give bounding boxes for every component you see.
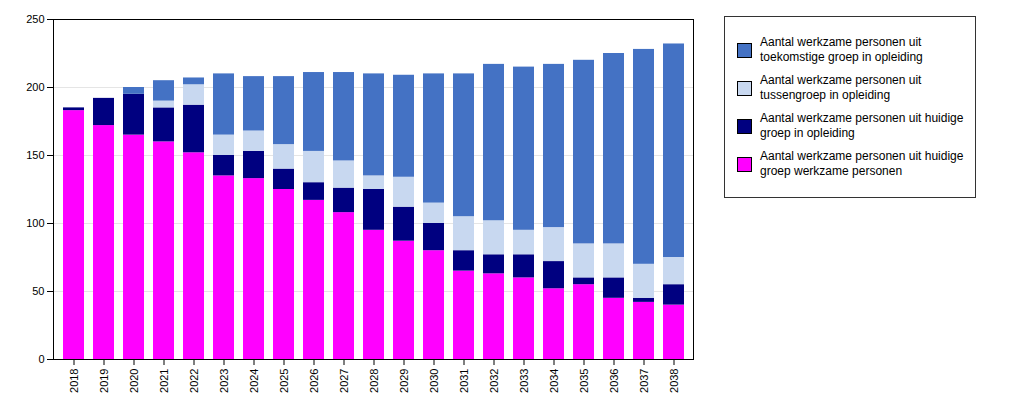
svg-text:2026: 2026 [308, 369, 320, 393]
svg-text:2030: 2030 [428, 369, 440, 393]
html-text:Aantal werkzame personen uit t: Aantal werkzame personen uit toekomstige… [760, 35, 923, 64]
svg-text:0: 0 [38, 353, 44, 365]
svg-text:200: 200 [26, 81, 44, 93]
svg-text:2022: 2022 [188, 369, 200, 393]
svg-text:2036: 2036 [608, 369, 620, 393]
html-text:Aantal werkzame personen uit h: Aantal werkzame personen uit huidige gro… [760, 111, 964, 140]
svg-text:2018: 2018 [68, 369, 80, 393]
svg-text:150: 150 [26, 149, 44, 161]
svg-text:2031: 2031 [458, 369, 470, 393]
svg-text:2019: 2019 [98, 369, 110, 393]
svg-text:2025: 2025 [278, 369, 290, 393]
svg-text:2024: 2024 [248, 369, 260, 393]
svg-text:2038: 2038 [668, 369, 680, 393]
html-text:Aantal werkzame personen uit h: Aantal werkzame personen uit huidige gro… [760, 149, 964, 178]
svg-text:2032: 2032 [488, 369, 500, 393]
svg-text:2027: 2027 [338, 369, 350, 393]
svg-text:2023: 2023 [218, 369, 230, 393]
svg-text:2020: 2020 [128, 369, 140, 393]
svg-text:100: 100 [26, 217, 44, 229]
html-text:Aantal werkzame personen uit t: Aantal werkzame personen uit tussengroep… [760, 73, 922, 102]
svg-text:2029: 2029 [398, 369, 410, 393]
svg-text:2033: 2033 [518, 369, 530, 393]
svg-text:2034: 2034 [548, 369, 560, 393]
svg-text:250: 250 [26, 13, 44, 25]
svg-text:2021: 2021 [158, 369, 170, 393]
svg-text:2035: 2035 [578, 369, 590, 393]
svg-text:50: 50 [32, 285, 44, 297]
svg-text:2037: 2037 [638, 369, 650, 393]
svg-text:2028: 2028 [368, 369, 380, 393]
